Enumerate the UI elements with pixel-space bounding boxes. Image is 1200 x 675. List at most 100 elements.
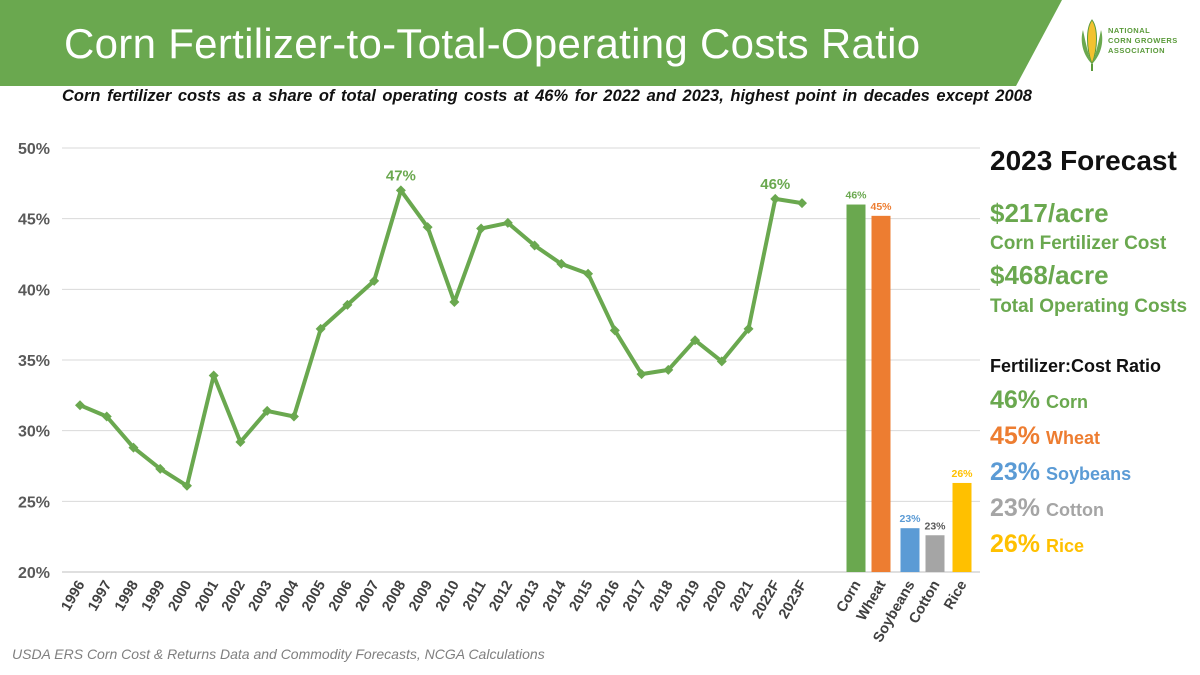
y-tick-label: 50% bbox=[18, 141, 50, 158]
data-point bbox=[636, 369, 647, 380]
ratio-corn: 46% Corn bbox=[990, 386, 1088, 415]
ratio-rice: 26% Rice bbox=[990, 530, 1084, 559]
series-line bbox=[79, 188, 803, 488]
x-tick-label: 1997 bbox=[85, 578, 115, 614]
data-point bbox=[663, 364, 674, 375]
x-tick-label: 2004 bbox=[272, 578, 302, 614]
bar-category-label: Rice bbox=[941, 578, 970, 613]
data-point bbox=[770, 193, 781, 204]
ratio-crop: Soybeans bbox=[1046, 464, 1132, 484]
ratio-crop: Corn bbox=[1046, 392, 1089, 412]
data-point bbox=[529, 240, 540, 251]
ratio-wheat: 45% Wheat bbox=[990, 422, 1100, 451]
data-point bbox=[422, 222, 433, 233]
x-tick-label: 1996 bbox=[58, 578, 88, 614]
ratio-title: Fertilizer:Cost Ratio bbox=[990, 356, 1162, 376]
fertilizer-cost-label: Corn Fertilizer Cost bbox=[990, 233, 1167, 254]
ratio-crop: Wheat bbox=[1046, 428, 1101, 448]
ratio-crop: Cotton bbox=[1046, 500, 1105, 520]
bar-data-label: 23% bbox=[899, 513, 921, 525]
bar bbox=[900, 528, 920, 572]
x-tick-label: 2017 bbox=[620, 578, 650, 614]
x-tick-label: 2023F bbox=[776, 578, 810, 622]
forecast-title: 2023 Forecast bbox=[990, 145, 1177, 176]
ratio-crop: Rice bbox=[1046, 536, 1085, 556]
data-point bbox=[609, 325, 620, 336]
x-tick-label: 2003 bbox=[246, 578, 276, 614]
bar-data-label: 45% bbox=[870, 201, 892, 213]
x-tick-label: 2001 bbox=[192, 578, 222, 614]
x-tick-label: 2015 bbox=[567, 578, 597, 614]
x-tick-label: 2012 bbox=[486, 578, 516, 614]
subtitle: Corn fertilizer costs as a share of tota… bbox=[62, 87, 1032, 105]
data-point bbox=[75, 400, 85, 411]
x-tick-label: 1998 bbox=[112, 578, 142, 614]
fertilizer-cost-value: $217/acre bbox=[990, 198, 1109, 228]
ratio-pct: 45% bbox=[990, 422, 1041, 450]
page-title: Corn Fertilizer-to-Total-Operating Costs… bbox=[64, 20, 921, 67]
x-tick-label: 2016 bbox=[593, 578, 623, 614]
data-point bbox=[449, 297, 460, 308]
data-point bbox=[235, 436, 246, 447]
source-note: USDA ERS Corn Cost & Returns Data and Co… bbox=[12, 646, 545, 662]
bar bbox=[846, 204, 866, 573]
x-tick-label: 2005 bbox=[299, 578, 329, 614]
y-tick-label: 35% bbox=[18, 353, 50, 370]
bar-data-label: 26% bbox=[951, 468, 973, 480]
data-point bbox=[690, 335, 701, 346]
logo-line: CORN GROWERS bbox=[1108, 36, 1178, 45]
data-point bbox=[208, 370, 219, 381]
x-tick-label: 2014 bbox=[540, 578, 570, 614]
data-point bbox=[797, 198, 807, 209]
x-tick-label: 2000 bbox=[165, 578, 195, 614]
bar bbox=[925, 535, 945, 572]
banner-shape bbox=[0, 0, 1062, 86]
ncga-logo: NATIONAL CORN GROWERS ASSOCIATION bbox=[1078, 14, 1188, 72]
bar bbox=[952, 482, 972, 572]
data-point bbox=[181, 480, 192, 491]
data-point bbox=[262, 405, 273, 416]
x-tick-label: 2018 bbox=[647, 578, 677, 614]
ratio-soybeans: 23% Soybeans bbox=[990, 458, 1131, 487]
x-tick-label: 1999 bbox=[139, 578, 169, 614]
data-label: 47% bbox=[386, 167, 416, 184]
data-point bbox=[716, 356, 727, 367]
data-point bbox=[155, 463, 166, 474]
logo-text: NATIONAL CORN GROWERS ASSOCIATION bbox=[1108, 26, 1188, 56]
y-tick-label: 25% bbox=[18, 494, 50, 511]
data-point bbox=[743, 323, 754, 334]
title-banner: Corn Fertilizer-to-Total-Operating Costs… bbox=[0, 0, 1200, 86]
x-tick-label: 2011 bbox=[460, 578, 490, 613]
x-tick-label: 2019 bbox=[674, 578, 704, 614]
corn-icon bbox=[1081, 19, 1103, 71]
y-tick-label: 30% bbox=[18, 424, 50, 441]
data-point bbox=[369, 275, 380, 286]
x-tick-label: 2006 bbox=[326, 578, 356, 614]
data-point bbox=[128, 442, 139, 453]
x-tick-label: 2007 bbox=[353, 578, 383, 614]
logo-line: ASSOCIATION bbox=[1108, 46, 1166, 55]
y-tick-label: 40% bbox=[18, 282, 50, 299]
x-tick-label: 2013 bbox=[513, 578, 543, 614]
ratio-cotton: 23% Cotton bbox=[990, 494, 1104, 523]
x-tick-label: 2020 bbox=[700, 578, 730, 614]
data-point bbox=[315, 323, 326, 334]
data-point bbox=[502, 217, 513, 228]
ratio-pct: 23% bbox=[990, 458, 1041, 486]
y-tick-label: 45% bbox=[18, 212, 50, 229]
data-point bbox=[288, 411, 299, 422]
bar bbox=[871, 215, 891, 572]
x-tick-label: 2009 bbox=[406, 578, 436, 614]
data-point bbox=[101, 411, 112, 422]
data-point bbox=[583, 268, 594, 279]
total-cost-label: Total Operating Costs bbox=[990, 296, 1188, 317]
logo-line: NATIONAL bbox=[1108, 26, 1151, 35]
data-point bbox=[476, 223, 487, 234]
y-tick-label: 20% bbox=[18, 565, 50, 582]
data-point bbox=[556, 258, 567, 269]
x-tick-label: 2008 bbox=[379, 578, 409, 614]
x-tick-label: 2010 bbox=[433, 578, 463, 614]
bar-data-label: 23% bbox=[924, 520, 946, 532]
data-label: 46% bbox=[760, 176, 790, 193]
